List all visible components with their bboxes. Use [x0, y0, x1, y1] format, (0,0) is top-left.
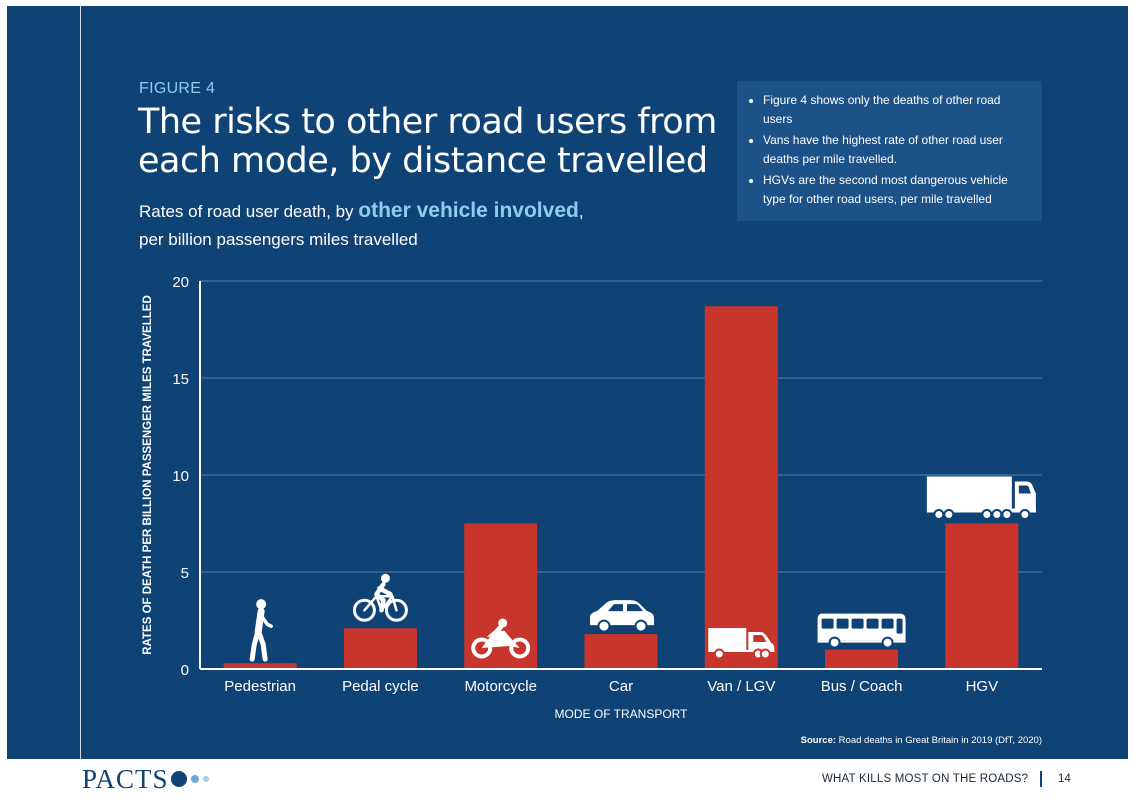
x-tick-label: Van / LGV: [707, 678, 775, 695]
x-tick-label: Motorcycle: [464, 678, 537, 695]
bar-bus-coach: [825, 649, 899, 669]
logo-dot-medium: [191, 775, 199, 783]
y-tick-label: 20: [172, 274, 189, 291]
bar-layer: [223, 306, 1019, 669]
x-axis-title: MODE OF TRANSPORT: [555, 707, 689, 721]
figure-subtitle: Rates of road user death, by other vehic…: [139, 197, 699, 254]
y-axis-title: RATES OF DEATH PER BILLION PASSENGER MIL…: [142, 295, 154, 655]
van-icon: [708, 628, 775, 660]
subtitle-line2: per billion passengers miles travelled: [139, 230, 418, 249]
bar-hgv: [945, 523, 1019, 669]
page-number: 14: [1058, 773, 1071, 785]
logo-dot-large: [171, 771, 187, 787]
y-tick-label: 5: [181, 565, 189, 582]
key-point: Figure 4 shows only the deaths of other …: [763, 91, 1032, 129]
y-tick-label: 10: [172, 468, 189, 485]
y-tick-label: 15: [172, 371, 189, 388]
footer-divider: [1040, 771, 1042, 787]
bar-pedal-cycle: [343, 628, 417, 669]
x-tick-label: Car: [609, 678, 633, 695]
figure-label: FIGURE 4: [139, 80, 216, 97]
x-tick-label: HGV: [966, 678, 999, 695]
y-tick-label: 0: [181, 662, 189, 679]
motorcycle-icon: [471, 618, 531, 659]
bus-icon: [817, 613, 906, 649]
source-label: Source:: [800, 735, 837, 746]
bicycle-icon: [352, 573, 408, 622]
x-tick-label: Bus / Coach: [821, 678, 903, 695]
truck-icon: [926, 476, 1036, 520]
icon-layer: [249, 476, 1036, 662]
label-layer: 0 5 10 15 20 Pedestrian Pedal cycle Motorcycle C…: [142, 274, 998, 721]
margin-rule: [80, 6, 81, 759]
subtitle-highlight: other vehicle involved: [358, 199, 579, 222]
axis-layer: [199, 281, 1042, 670]
pacts-logo: PACTS: [82, 764, 169, 794]
subtitle-part2: ,: [578, 202, 584, 221]
grid-layer: [200, 280, 1042, 573]
key-points-box: Figure 4 shows only the deaths of other …: [737, 81, 1042, 221]
source-note: Source: Road deaths in Great Britain in …: [801, 735, 1042, 746]
key-points-list: Figure 4 shows only the deaths of other …: [747, 91, 1032, 209]
logo-dot-small: [203, 776, 209, 782]
bar-van-lgv: [704, 306, 778, 669]
bar-pedestrian: [223, 663, 297, 669]
bar-car: [584, 634, 658, 669]
car-icon: [590, 600, 654, 633]
key-point: HGVs are the second most dangerous vehic…: [763, 171, 1032, 209]
source-text: Road deaths in Great Britain in 2019 (Df…: [836, 735, 1042, 746]
key-point: Vans have the highest rate of other road…: [763, 131, 1032, 169]
section-title: WHAT KILLS MOST ON THE ROADS?: [822, 773, 1029, 785]
pedestrian-icon: [249, 599, 273, 662]
x-tick-label: Pedal cycle: [342, 678, 419, 695]
subtitle-part1: Rates of road user death, by: [139, 202, 359, 221]
x-tick-label: Pedestrian: [224, 678, 296, 695]
figure-title: The risks to other road users from each …: [138, 102, 717, 181]
